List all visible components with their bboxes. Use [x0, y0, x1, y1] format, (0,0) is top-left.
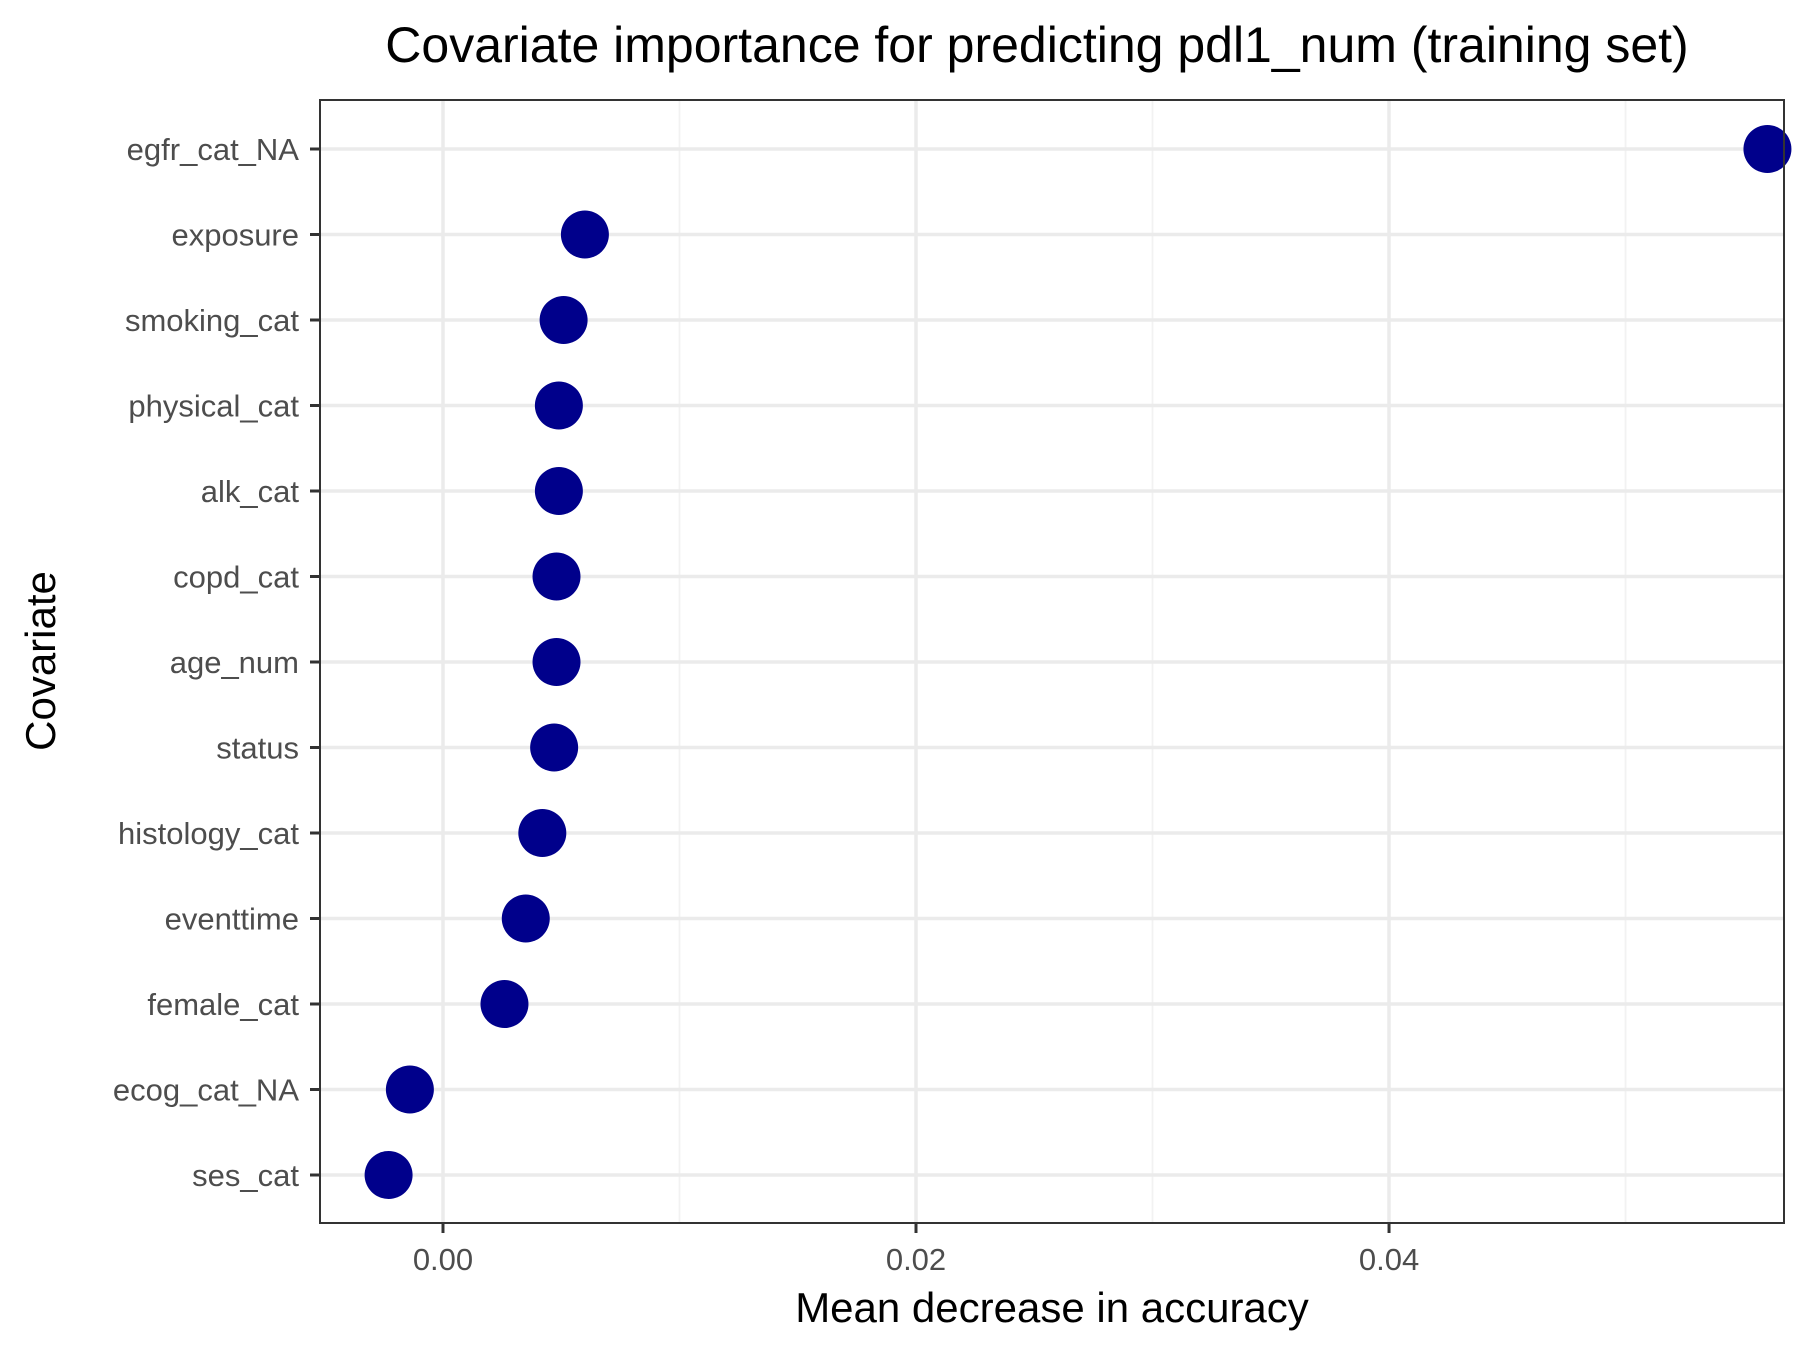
ticks-layer: egfr_cat_NA exposure smoking_cat physical_c… — [113, 132, 1419, 1277]
data-point — [532, 638, 581, 686]
data-point — [364, 1151, 413, 1199]
data-point — [560, 210, 609, 259]
data-point — [530, 723, 579, 772]
y-tick-label: status — [216, 731, 299, 766]
data-point — [1743, 125, 1792, 173]
data-point — [385, 1065, 434, 1114]
data-point — [534, 381, 583, 430]
y-axis-title: Covariate — [17, 571, 64, 751]
points-layer — [364, 125, 1792, 1199]
y-tick-label: age_num — [170, 645, 299, 680]
y-tick-label: ses_cat — [192, 1158, 299, 1193]
data-point — [518, 809, 567, 857]
data-point — [539, 296, 588, 344]
x-axis-title: Mean decrease in accuracy — [795, 1284, 1309, 1331]
y-tick-label: female_cat — [147, 987, 299, 1022]
y-tick-label: ecog_cat_NA — [113, 1073, 299, 1108]
y-tick-label: alk_cat — [201, 474, 300, 509]
data-point — [480, 980, 529, 1028]
y-tick-label: exposure — [171, 218, 299, 253]
y-tick-label: eventtime — [165, 902, 299, 937]
y-tick-label: egfr_cat_NA — [127, 132, 300, 167]
y-tick-label: physical_cat — [128, 389, 299, 424]
chart-title: Covariate importance for predicting pdl1… — [385, 17, 1688, 73]
x-tick-label: 0.04 — [1359, 1242, 1419, 1277]
data-point — [532, 552, 581, 601]
y-tick-label: histology_cat — [118, 816, 299, 851]
data-point — [534, 467, 583, 515]
x-tick-label: 0.00 — [413, 1242, 473, 1277]
y-tick-label: copd_cat — [173, 560, 299, 595]
y-tick-label: smoking_cat — [125, 303, 299, 338]
x-tick-label: 0.02 — [886, 1242, 946, 1277]
data-point — [501, 894, 550, 943]
